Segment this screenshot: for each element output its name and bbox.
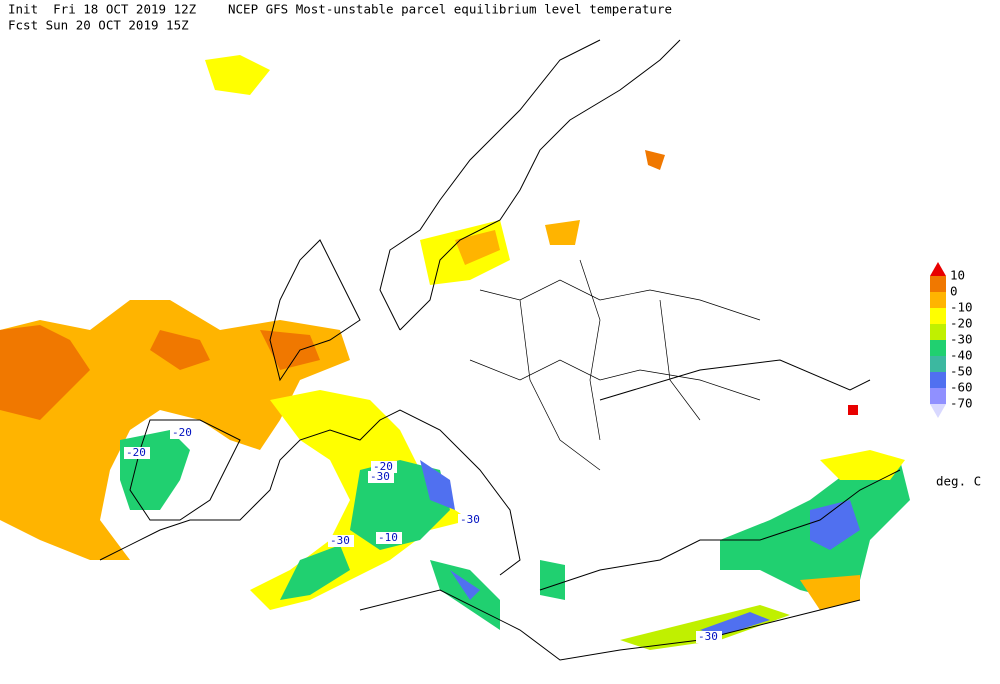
contour-label: -20 bbox=[172, 426, 192, 439]
contour-labels: -20-20-20-30-30-30 -10-30 bbox=[124, 426, 722, 643]
legend-label: 10 bbox=[950, 268, 965, 283]
contour-label: -10 bbox=[378, 531, 398, 544]
legend-label: -70 bbox=[950, 396, 973, 411]
coastlines bbox=[99, 39, 901, 661]
contour-label: -30 bbox=[698, 630, 718, 643]
contour-label-bg bbox=[328, 535, 354, 547]
contour-label: -30 bbox=[330, 534, 350, 547]
contour-label-bg bbox=[124, 447, 150, 459]
forecast-time: Fcst Sun 20 OCT 2019 15Z bbox=[8, 18, 189, 33]
legend-label: -40 bbox=[950, 348, 973, 363]
legend-swatch bbox=[930, 292, 946, 308]
map-title: NCEP GFS Most-unstable parcel equilibriu… bbox=[228, 2, 672, 17]
legend-label: 0 bbox=[950, 284, 958, 299]
header: Init Fri 18 OCT 2019 12Z NCEP GFS Most-u… bbox=[8, 2, 672, 33]
legend-swatch bbox=[930, 356, 946, 372]
legend-swatch bbox=[930, 308, 946, 324]
contour-label: -30 bbox=[370, 470, 390, 483]
legend-label: -30 bbox=[950, 332, 973, 347]
contour-label: -30 bbox=[460, 513, 480, 526]
legend-swatch bbox=[930, 340, 946, 356]
contour-label-bg bbox=[170, 427, 196, 439]
init-time: Init Fri 18 OCT 2019 12Z bbox=[8, 2, 197, 17]
legend-unit: deg. C bbox=[936, 474, 981, 489]
legend-swatch bbox=[930, 262, 946, 276]
legend-swatch bbox=[930, 372, 946, 388]
legend-label: -60 bbox=[950, 380, 973, 395]
legend-swatch bbox=[930, 276, 946, 292]
legend-swatch bbox=[930, 324, 946, 340]
legend-label: -50 bbox=[950, 364, 973, 379]
contour-label-bg bbox=[371, 461, 397, 473]
fields bbox=[0, 55, 910, 650]
contour-label-bg bbox=[376, 532, 402, 544]
contour-label: -20 bbox=[373, 460, 393, 473]
legend: 100-10-20-30-40-50-60-70 bbox=[930, 262, 973, 418]
legend-swatch bbox=[930, 404, 946, 418]
legend-swatch bbox=[930, 388, 946, 404]
contour-label-bg bbox=[458, 514, 484, 526]
contour-label-bg bbox=[368, 471, 394, 483]
legend-label: -20 bbox=[950, 316, 973, 331]
legend-label: -10 bbox=[950, 300, 973, 315]
contour-label-bg bbox=[696, 631, 722, 643]
contour-label: -20 bbox=[126, 446, 146, 459]
